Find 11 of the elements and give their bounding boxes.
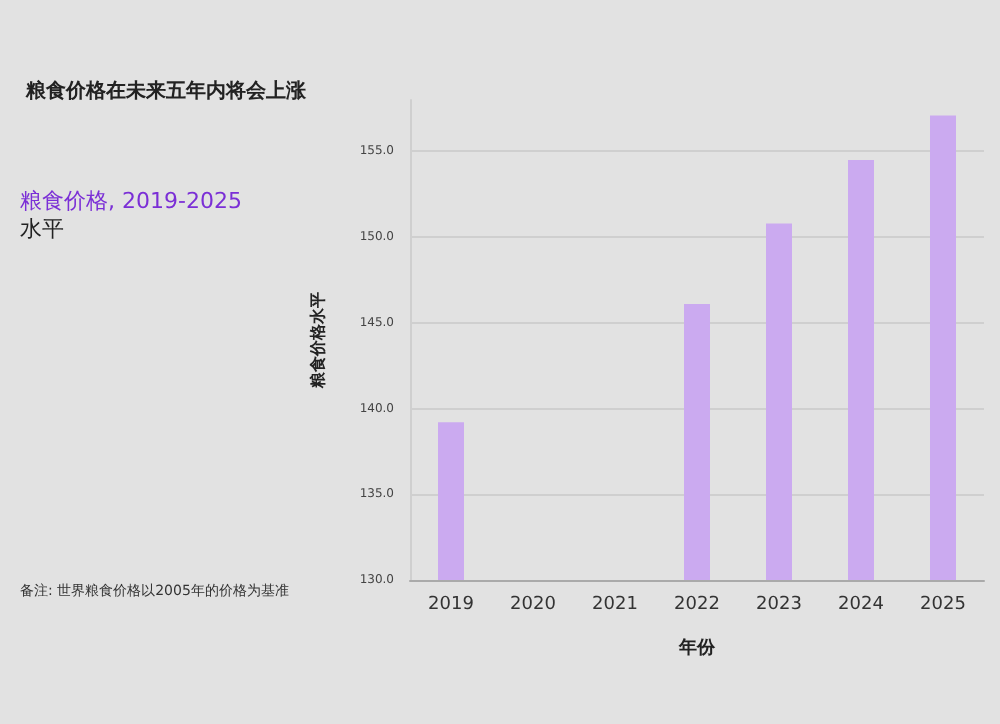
text: 粮食价格在未来五年内将会上涨 xyxy=(24,79,308,103)
text: 粮食价格, 2019-2025 水平 xyxy=(20,188,242,242)
x-tick-label: 2020 xyxy=(510,595,557,615)
y-axis-title: 粮食价格水平 xyxy=(309,292,327,390)
x-axis-title: 年份 xyxy=(677,637,717,659)
x-tick-label: 2021 xyxy=(592,595,638,615)
x-tick-label: 2025 xyxy=(920,595,966,615)
x-tick-label: 2022 xyxy=(674,595,720,615)
x-tick-label: 2024 xyxy=(838,595,885,615)
x-tick-label: 2023 xyxy=(756,595,802,615)
x-tick-label: 2019 xyxy=(428,595,475,615)
